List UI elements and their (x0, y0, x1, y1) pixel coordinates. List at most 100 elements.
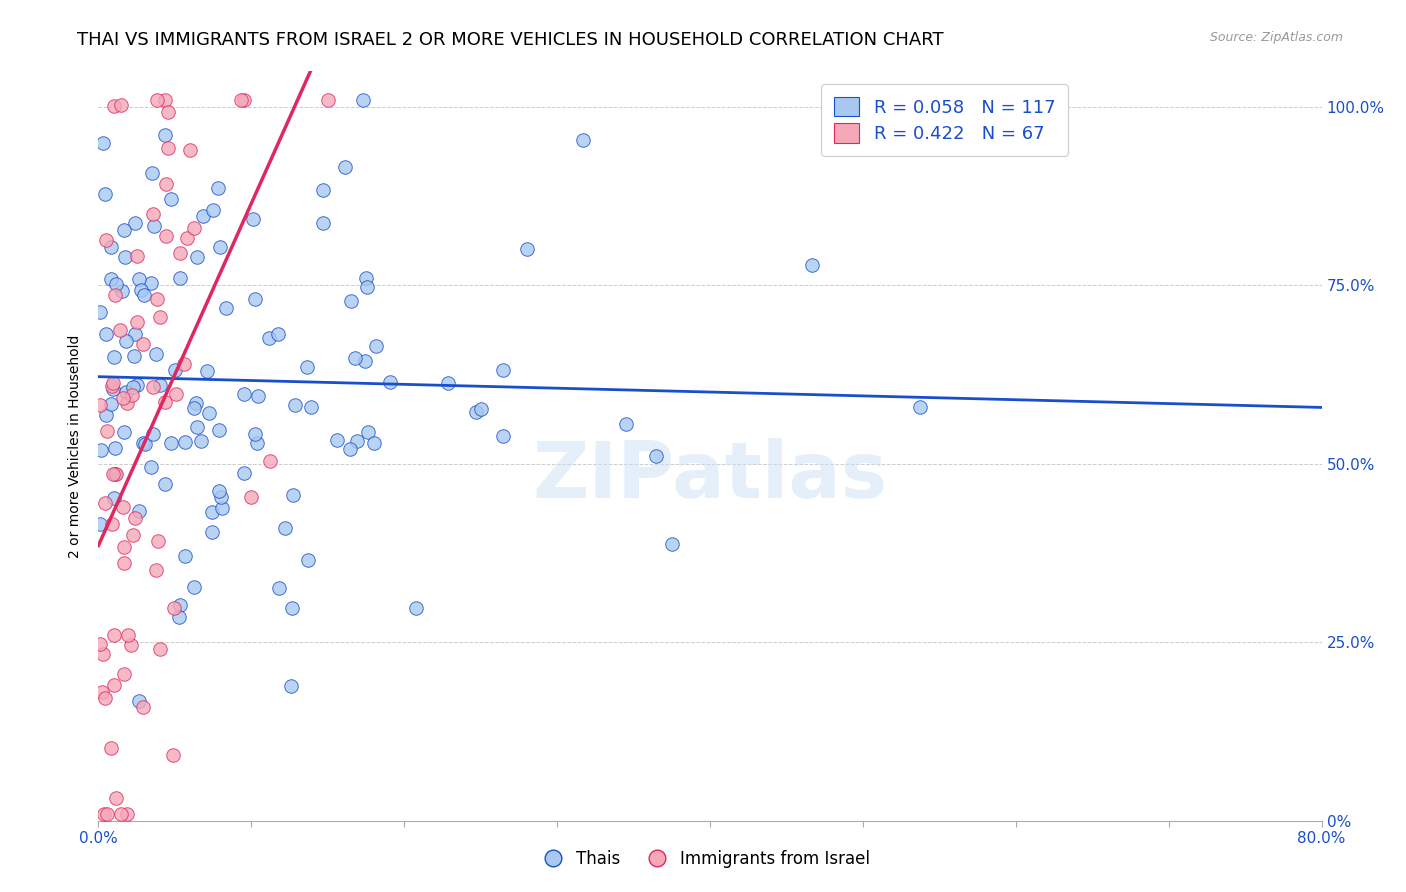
Point (122, 380, 145, 394)
Point (165, 386, 187, 401)
Point (211, 501, 233, 516)
Legend: Thais, Immigrants from Israel: Thais, Immigrants from Israel (529, 844, 877, 875)
Point (94, 690, 117, 705)
Point (614, 417, 637, 432)
Point (274, 521, 297, 535)
Point (124, 327, 146, 342)
Point (201, 505, 224, 519)
Point (165, 362, 187, 376)
Point (89, 638, 111, 652)
Point (169, 598, 191, 612)
Point (339, 293, 361, 308)
Point (142, 426, 165, 441)
Point (299, 401, 322, 415)
Point (312, 183, 335, 197)
Point (801, 259, 824, 273)
Point (103, 382, 125, 396)
Point (103, 628, 125, 642)
Point (141, 276, 163, 290)
Point (93, 806, 115, 821)
Point (167, 610, 190, 624)
Point (125, 378, 148, 392)
Point (155, 476, 177, 491)
Point (100, 272, 122, 286)
Point (363, 436, 385, 450)
Point (354, 354, 377, 368)
Point (174, 435, 197, 450)
Point (94, 327, 117, 342)
Point (346, 434, 368, 449)
Point (103, 99, 125, 113)
Point (661, 537, 683, 551)
Point (128, 504, 150, 518)
Point (312, 216, 335, 230)
Text: Source: ZipAtlas.com: Source: ZipAtlas.com (1209, 31, 1343, 45)
Point (128, 694, 150, 708)
Point (96, 806, 118, 821)
Point (195, 364, 218, 378)
Point (96, 424, 118, 438)
Point (169, 271, 191, 285)
Point (115, 396, 138, 410)
Point (173, 357, 195, 371)
Point (160, 435, 183, 450)
Point (112, 667, 135, 681)
Point (149, 377, 172, 392)
Point (132, 288, 155, 302)
Point (124, 510, 146, 524)
Point (103, 467, 125, 481)
Point (186, 420, 208, 434)
Point (104, 288, 127, 302)
Point (110, 806, 132, 821)
Point (356, 425, 378, 440)
Point (160, 193, 183, 207)
Point (103, 376, 125, 391)
Point (174, 549, 197, 564)
Point (259, 454, 281, 468)
Point (190, 434, 212, 448)
Point (344, 351, 367, 366)
Text: THAI VS IMMIGRANTS FROM ISRAEL 2 OR MORE VEHICLES IN HOUSEHOLD CORRELATION CHART: THAI VS IMMIGRANTS FROM ISRAEL 2 OR MORE… (77, 31, 943, 49)
Point (153, 93, 176, 107)
Point (215, 301, 238, 315)
Point (232, 387, 254, 401)
Point (128, 272, 150, 286)
Point (243, 292, 266, 306)
Point (183, 580, 205, 594)
Point (122, 349, 145, 363)
Point (295, 360, 318, 375)
Point (201, 203, 224, 218)
Point (176, 231, 198, 245)
Point (229, 93, 252, 107)
Point (163, 601, 186, 615)
Point (242, 211, 264, 226)
Point (132, 700, 155, 714)
Point (156, 141, 179, 155)
Point (115, 806, 138, 821)
Point (470, 401, 492, 416)
Point (156, 105, 179, 120)
Legend: R = 0.058   N = 117, R = 0.422   N = 67: R = 0.058 N = 117, R = 0.422 N = 67 (821, 84, 1069, 155)
Point (100, 379, 122, 393)
Point (104, 467, 127, 482)
Point (149, 310, 172, 324)
Point (124, 216, 146, 230)
Point (356, 280, 378, 294)
Point (146, 292, 169, 306)
Point (209, 239, 232, 253)
Point (247, 389, 270, 403)
Point (491, 362, 513, 376)
Point (127, 314, 149, 328)
Point (141, 459, 163, 474)
Point (110, 98, 132, 112)
Point (89, 304, 111, 318)
Point (142, 207, 165, 221)
Point (352, 93, 374, 107)
Point (208, 483, 231, 498)
Point (100, 740, 122, 755)
Point (240, 491, 263, 505)
Y-axis label: 2 or more Vehicles in Household: 2 or more Vehicles in Household (69, 334, 83, 558)
Point (91, 136, 114, 151)
Point (90, 442, 112, 457)
Point (465, 405, 488, 419)
